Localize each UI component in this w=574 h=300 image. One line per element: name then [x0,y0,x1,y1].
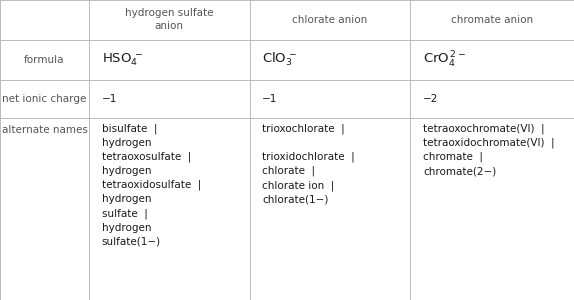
Text: $\mathregular{CrO_4^{\,2-}}$: $\mathregular{CrO_4^{\,2-}}$ [423,50,466,70]
Bar [0,40,89,80]
Text: bisulfate  |
hydrogen
tetraoxosulfate  |
hydrogen
tetraoxidosulfate  |
hydrogen
: bisulfate | hydrogen tetraoxosulfate | h… [102,123,201,247]
Bar [0,0,89,40]
Bar [250,80,410,118]
Bar [0,80,89,118]
Text: −1: −1 [102,94,117,103]
Text: formula: formula [24,55,65,64]
Text: −1: −1 [262,94,278,103]
Bar [410,0,574,40]
Text: trioxochlorate  |

trioxidochlorate  |
chlorate  |
chlorate ion  |
chlorate(1−): trioxochlorate | trioxidochlorate | chlo… [262,123,355,205]
Bar [250,40,410,80]
Text: hydrogen sulfate
anion: hydrogen sulfate anion [125,8,214,32]
Text: net ionic charge: net ionic charge [2,94,87,103]
Bar [89,40,250,80]
Text: $\mathregular{ClO_3^{\,-}}$: $\mathregular{ClO_3^{\,-}}$ [262,51,298,68]
Text: chromate anion: chromate anion [451,15,533,25]
Bar [89,80,250,118]
Bar [0,118,89,300]
Bar [410,80,574,118]
Text: tetraoxochromate(VI)  |
tetraoxidochromate(VI)  |
chromate  |
chromate(2−): tetraoxochromate(VI) | tetraoxidochromat… [423,123,554,176]
Bar [250,0,410,40]
Text: −2: −2 [423,94,439,103]
Bar [89,118,250,300]
Bar [410,40,574,80]
Text: chlorate anion: chlorate anion [292,15,368,25]
Bar [89,0,250,40]
Bar [250,118,410,300]
Bar [410,118,574,300]
Text: $\mathregular{HSO_4^{\,-}}$: $\mathregular{HSO_4^{\,-}}$ [102,51,142,68]
Text: alternate names: alternate names [2,125,87,135]
